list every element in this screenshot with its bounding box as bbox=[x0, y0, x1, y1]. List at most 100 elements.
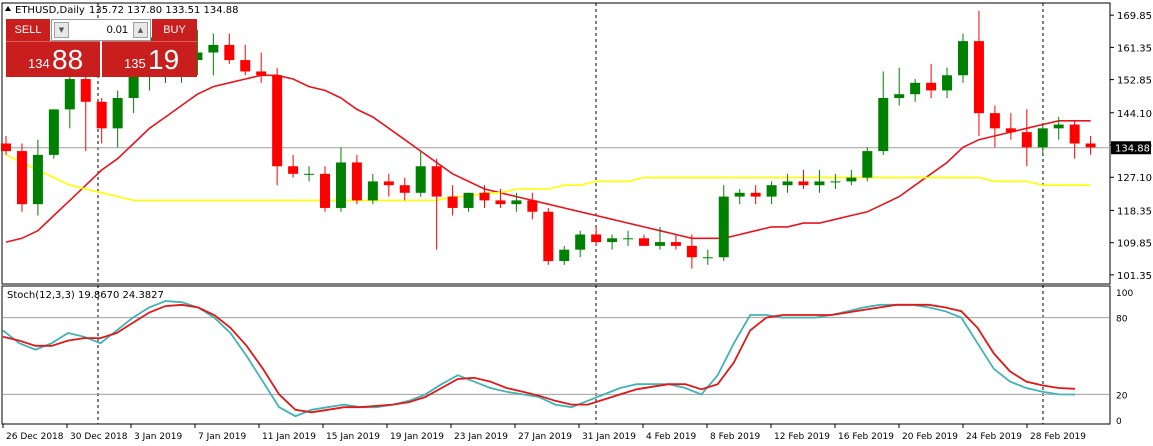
candle bbox=[208, 33, 219, 76]
stoch-tick-label: 100 bbox=[1116, 289, 1133, 299]
candle bbox=[750, 185, 761, 205]
candle bbox=[846, 170, 857, 186]
moving-averages bbox=[5, 74, 1091, 243]
candle-body bbox=[1053, 124, 1064, 129]
candle-body bbox=[128, 67, 139, 98]
candle-body bbox=[686, 245, 697, 258]
candle-body bbox=[447, 196, 458, 208]
candle-body bbox=[1069, 124, 1080, 144]
collapse-triangle-icon[interactable] bbox=[5, 6, 11, 11]
candle bbox=[543, 207, 554, 265]
candle-body bbox=[1037, 128, 1048, 148]
sell-button[interactable]: SELL bbox=[6, 19, 50, 41]
candle bbox=[64, 75, 75, 129]
stoch-lines bbox=[2, 300, 1076, 418]
candle bbox=[447, 185, 458, 216]
candle bbox=[463, 192, 474, 212]
candle-body bbox=[224, 44, 235, 61]
buy-button[interactable]: BUY bbox=[152, 19, 197, 41]
time-tick-label: 15 Jan 2019 bbox=[326, 432, 380, 442]
price-tick-label: 127.10 bbox=[1117, 173, 1152, 184]
candle bbox=[910, 79, 921, 102]
stoch-axis: 100 80 20 0 bbox=[1116, 289, 1133, 427]
candle-body bbox=[718, 196, 729, 258]
candle bbox=[1085, 135, 1096, 155]
candle-body bbox=[240, 60, 251, 72]
lot-size-input[interactable] bbox=[70, 22, 128, 38]
stoch-indicator-label: Stoch(12,3,3) 19.8670 24.3827 bbox=[7, 290, 164, 301]
candle bbox=[958, 33, 968, 83]
candle bbox=[654, 226, 665, 250]
candle bbox=[256, 52, 267, 83]
lot-decrease-icon[interactable]: ▼ bbox=[54, 22, 69, 38]
candle-body bbox=[431, 166, 442, 197]
candle bbox=[670, 234, 681, 250]
buy-price-box[interactable]: 135 19 bbox=[102, 41, 197, 77]
ohlc-values: 135.72 137.80 133.51 134.88 bbox=[89, 5, 239, 16]
candle bbox=[351, 154, 362, 205]
candle-body bbox=[973, 41, 984, 114]
candle-body bbox=[80, 79, 91, 102]
candle-body bbox=[511, 200, 522, 205]
candle-body bbox=[670, 242, 681, 246]
candle bbox=[942, 67, 953, 98]
candle-body bbox=[256, 71, 267, 76]
time-tick-label: 31 Jan 2019 bbox=[582, 432, 636, 442]
time-tick-label: 11 Jan 2019 bbox=[262, 432, 316, 442]
candle bbox=[80, 67, 91, 152]
candle-body bbox=[830, 181, 841, 183]
candle-body bbox=[734, 192, 745, 197]
candle bbox=[335, 147, 346, 212]
candle-body bbox=[750, 192, 761, 197]
candle-body bbox=[1085, 143, 1096, 148]
candle bbox=[814, 170, 825, 193]
sell-price-box[interactable]: 134 88 bbox=[6, 41, 100, 77]
buy-price-big: 19 bbox=[148, 44, 180, 75]
candle bbox=[32, 139, 43, 216]
candle-body bbox=[208, 44, 219, 53]
candle bbox=[973, 10, 984, 136]
candle bbox=[511, 192, 522, 212]
candle-body bbox=[479, 192, 490, 201]
candle-body bbox=[958, 41, 968, 76]
candle-body bbox=[463, 192, 474, 208]
candle-body bbox=[112, 98, 123, 129]
stoch-signal-line bbox=[2, 303, 1076, 414]
candle bbox=[1069, 120, 1080, 159]
candle-body bbox=[591, 234, 602, 243]
time-tick-label: 3 Jan 2019 bbox=[134, 432, 182, 442]
candle-body bbox=[782, 181, 793, 186]
candle bbox=[527, 192, 538, 220]
candle bbox=[1021, 109, 1032, 167]
candle bbox=[830, 173, 841, 189]
candle bbox=[878, 71, 889, 155]
candle-body bbox=[96, 101, 107, 129]
candle-body bbox=[575, 234, 586, 250]
stoch-tick-label: 80 bbox=[1116, 315, 1128, 325]
candle bbox=[304, 166, 315, 182]
candle bbox=[894, 67, 905, 106]
candle bbox=[623, 230, 634, 246]
time-tick-label: 23 Jan 2019 bbox=[454, 432, 508, 442]
candle bbox=[288, 154, 299, 178]
current-price-label: 134.88 bbox=[1115, 144, 1150, 155]
candle-body bbox=[399, 185, 410, 193]
candle-body bbox=[543, 211, 554, 262]
candle-body bbox=[623, 238, 634, 240]
price-tick-label: 109.85 bbox=[1117, 239, 1152, 250]
candle-body bbox=[814, 181, 825, 186]
candle bbox=[399, 177, 410, 201]
candle bbox=[1005, 113, 1016, 140]
candle-body bbox=[527, 200, 538, 212]
candle-body bbox=[288, 166, 299, 174]
time-tick-label: 7 Jan 2019 bbox=[198, 432, 246, 442]
candle bbox=[686, 234, 697, 269]
price-tick-label: 118.35 bbox=[1117, 206, 1152, 217]
lot-increase-icon[interactable]: ▲ bbox=[133, 22, 148, 38]
candle bbox=[702, 249, 713, 265]
candle bbox=[320, 166, 330, 212]
candle-body bbox=[942, 75, 953, 91]
candle-body bbox=[766, 185, 777, 197]
symbol-title: ETHUSD,Daily bbox=[15, 5, 85, 16]
